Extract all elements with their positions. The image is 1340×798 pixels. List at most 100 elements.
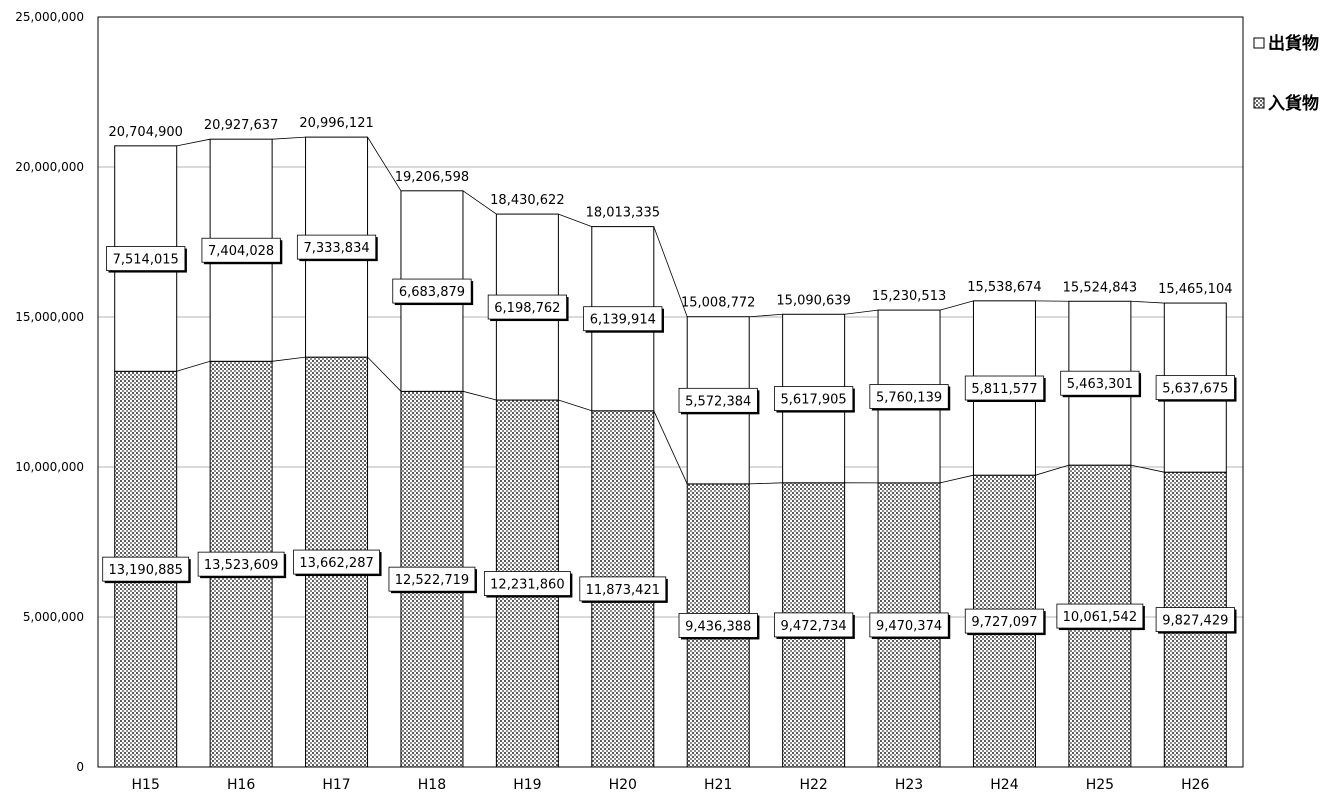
legend: 出貨物 入貨物 [1253, 33, 1319, 114]
value-label-in-box [197, 551, 285, 577]
x-tick-label: H15 [132, 777, 160, 793]
total-label: 20,996,121 [299, 116, 373, 131]
axes: 0 5,000,000 10,000,000 15,000,000 20,000,000… [15, 10, 1244, 793]
value-label-out-box [487, 294, 567, 320]
legend-swatch-in [1253, 97, 1265, 109]
value-label-in-box [869, 612, 949, 638]
x-tick-label: H26 [1181, 777, 1209, 793]
connector-line-in [462, 390, 497, 401]
y-tick-label: 5,000,000 [23, 610, 84, 624]
value-label-out: 5,572,384 [685, 394, 751, 409]
connector-line-in [176, 360, 211, 372]
value-label-in-box [293, 549, 380, 575]
y-tick-label: 20,000,000 [15, 160, 84, 174]
legend-label-out: 出貨物 [1268, 33, 1319, 54]
x-tick-label: H17 [322, 777, 350, 793]
x-tick-label: H25 [1086, 777, 1114, 793]
value-label-out-box [106, 246, 186, 271]
value-label-out-box [1060, 370, 1140, 396]
connector-line-total [367, 136, 402, 192]
total-label: 20,704,900 [108, 125, 182, 140]
x-tick-label: H24 [990, 777, 1018, 793]
value-label-out-box [296, 234, 377, 260]
total-label: 15,465,104 [1158, 282, 1232, 297]
connector-line-in [1035, 464, 1069, 476]
x-tick-label: H20 [609, 777, 637, 793]
value-label-in: 13,662,287 [299, 556, 373, 571]
connector-line-in [1130, 464, 1165, 473]
connector-lines [176, 136, 1165, 485]
value-label-out: 6,198,762 [494, 301, 560, 316]
x-tick-label: H22 [799, 777, 827, 793]
value-label-in: 10,061,542 [1063, 610, 1137, 625]
connector-line-total [462, 190, 497, 215]
value-label-out-box [201, 237, 281, 263]
value-label-out: 7,333,834 [303, 241, 369, 256]
value-label-in: 9,470,374 [876, 619, 942, 634]
connector-line-in [653, 410, 688, 485]
y-tick-label: 0 [76, 760, 84, 774]
value-label-out: 5,637,675 [1162, 382, 1228, 397]
value-label-in: 9,472,734 [781, 619, 847, 634]
value-label-in: 9,827,429 [1162, 614, 1228, 629]
value-label-in: 9,436,388 [685, 619, 751, 634]
value-label-in-box [483, 571, 571, 596]
x-tick-label: H21 [704, 777, 732, 793]
total-label: 19,206,598 [395, 170, 469, 185]
value-label-in-box [678, 613, 758, 638]
value-label-out-box [1155, 375, 1235, 401]
value-label-out-box [678, 387, 758, 413]
connector-line-total [272, 136, 306, 140]
value-label-in-box [774, 612, 854, 638]
total-label: 18,430,622 [490, 193, 564, 208]
connector-line-total [939, 300, 974, 311]
connector-line-total [749, 313, 783, 318]
total-label: 15,008,772 [681, 296, 755, 311]
connector-line-total [558, 213, 592, 227]
connector-line-in [939, 474, 974, 484]
connector-line-in [272, 356, 306, 362]
y-tick-label: 15,000,000 [15, 310, 84, 324]
x-tick-label: H19 [513, 777, 541, 793]
legend-label-in: 入貨物 [1268, 93, 1319, 114]
total-label: 15,090,639 [776, 293, 850, 308]
value-label-out: 7,514,015 [113, 253, 179, 268]
value-label-in-box [102, 556, 190, 582]
value-label-in-box [964, 608, 1045, 634]
value-label-out: 5,617,905 [781, 393, 847, 408]
connector-line-total [653, 226, 688, 317]
value-labels: 20,704,900 7,514,015 13,190,885 20,927,637 7… [102, 116, 1237, 640]
value-label-in: 11,873,421 [586, 583, 660, 598]
value-label-out-box [392, 278, 472, 304]
total-label: 15,230,513 [872, 289, 946, 304]
value-label-out-box [774, 386, 854, 411]
connector-line-in [367, 356, 402, 392]
total-label: 15,524,843 [1063, 280, 1137, 295]
connector-line-total [1130, 300, 1165, 304]
value-label-in: 12,231,860 [490, 578, 564, 593]
value-label-out-box [583, 306, 663, 332]
x-tick-label: H16 [227, 777, 255, 793]
value-label-in-box [1155, 607, 1235, 632]
connector-line-total [176, 138, 211, 147]
value-label-out: 5,811,577 [971, 382, 1037, 397]
value-label-out: 5,463,301 [1067, 377, 1133, 392]
value-label-out: 6,139,914 [590, 313, 656, 328]
value-label-out-box [964, 375, 1045, 401]
total-label: 20,927,637 [204, 118, 278, 133]
value-label-out: 7,404,028 [208, 244, 274, 259]
bars [114, 136, 1227, 768]
gridlines [98, 166, 1243, 618]
total-label: 15,538,674 [967, 280, 1041, 295]
value-label-in: 9,727,097 [971, 615, 1037, 630]
value-label-in: 13,523,609 [204, 558, 278, 573]
y-tick-label: 25,000,000 [15, 10, 84, 24]
value-label-in-box [1056, 603, 1144, 629]
x-tick-label: H18 [418, 777, 446, 793]
legend-swatch-out [1253, 37, 1265, 49]
value-label-in-box [579, 576, 667, 602]
plot-frame [97, 16, 1244, 768]
connector-line-in [749, 482, 783, 485]
y-tick-label: 10,000,000 [15, 460, 84, 474]
